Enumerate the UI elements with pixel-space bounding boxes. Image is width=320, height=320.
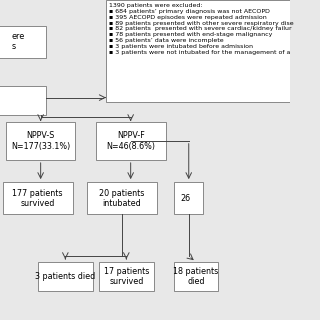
Text: 3 patients died: 3 patients died	[35, 272, 95, 281]
FancyBboxPatch shape	[174, 182, 203, 214]
FancyBboxPatch shape	[38, 262, 93, 291]
FancyBboxPatch shape	[6, 122, 76, 160]
FancyBboxPatch shape	[87, 182, 157, 214]
FancyBboxPatch shape	[0, 86, 46, 115]
Text: 177 patients
survived: 177 patients survived	[12, 189, 63, 208]
FancyBboxPatch shape	[106, 0, 295, 102]
FancyBboxPatch shape	[3, 182, 73, 214]
Text: ere
s: ere s	[12, 32, 25, 51]
Text: 18 patients
died: 18 patients died	[173, 267, 219, 286]
FancyBboxPatch shape	[96, 122, 165, 160]
FancyBboxPatch shape	[99, 262, 154, 291]
Text: 1390 patients were excluded:
▪ 684 patients’ primary diagnosis was not AECOPD
▪ : 1390 patients were excluded: ▪ 684 patie…	[109, 3, 293, 55]
Text: 20 patients
intubated: 20 patients intubated	[99, 189, 145, 208]
Text: 17 patients
survived: 17 patients survived	[104, 267, 149, 286]
Text: 26: 26	[180, 194, 190, 203]
FancyBboxPatch shape	[174, 262, 218, 291]
FancyBboxPatch shape	[0, 26, 46, 58]
Text: NPPV-F
N=46(8.6%): NPPV-F N=46(8.6%)	[106, 131, 155, 150]
Text: NPPV-S
N=177(33.1%): NPPV-S N=177(33.1%)	[11, 131, 70, 150]
